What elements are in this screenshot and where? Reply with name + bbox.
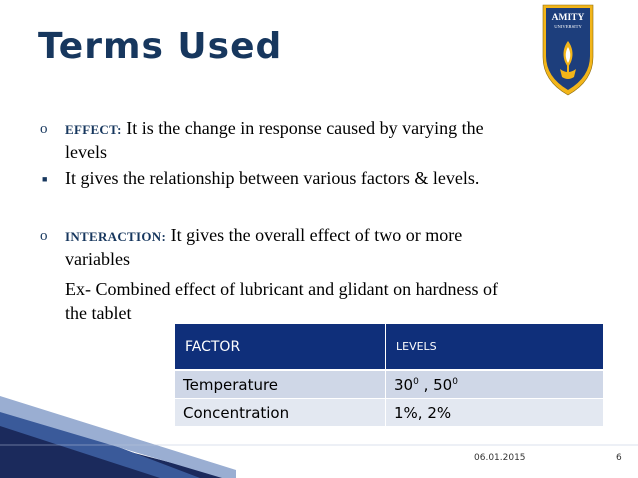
header-levels: LEVELS <box>385 324 603 371</box>
slide-title: Terms Used <box>38 26 283 67</box>
interaction-keyword: INTERACTION: <box>65 229 167 244</box>
header-factor: FACTOR <box>175 324 386 371</box>
effect-definition: It is the change in response caused by v… <box>121 118 484 138</box>
amity-university-logo: AMITY UNIVERSITY <box>542 4 594 96</box>
table-row: Concentration 1%, 2% <box>175 398 603 426</box>
slide-number: 6 <box>616 453 622 463</box>
table-row: Temperature 300 , 500 <box>175 370 603 399</box>
cell-levels: 300 , 500 <box>385 370 603 399</box>
effect-bullet-line-2: levels <box>65 142 107 162</box>
bullet-marker-circle: o <box>40 228 48 244</box>
svg-text:AMITY: AMITY <box>552 13 585 23</box>
bullet-marker-circle: o <box>40 121 48 137</box>
bullet-marker-square: ■ <box>42 174 48 184</box>
interaction-bullet-line-1: INTERACTION: It gives the overall effect… <box>65 223 602 249</box>
level-value: 30 <box>394 375 414 394</box>
table-header-row: FACTOR LEVELS <box>175 324 603 371</box>
footer-date: 06.01.2015 <box>474 453 526 463</box>
effect-bullet-line-1: EFFECT: It is the change in response cau… <box>65 116 602 142</box>
interaction-definition: It gives the overall effect of two or mo… <box>166 225 463 245</box>
interaction-bullet-line-2: variables <box>65 249 130 269</box>
svg-text:UNIVERSITY: UNIVERSITY <box>554 24 582 29</box>
cell-levels: 1%, 2% <box>385 398 603 426</box>
relationship-bullet: It gives the relationship between variou… <box>65 168 480 188</box>
cell-factor: Temperature <box>175 370 386 399</box>
cell-factor: Concentration <box>175 398 386 426</box>
level-superscript: 0 <box>452 376 458 387</box>
level-value: 50 <box>433 375 453 394</box>
example-line-2: the tablet <box>65 303 132 323</box>
level-separator: , <box>418 375 434 394</box>
decoration-band-light <box>0 396 236 478</box>
level-superscript: 0 <box>413 376 419 387</box>
effect-keyword: EFFECT: <box>65 122 122 137</box>
example-line-1: Ex- Combined effect of lubricant and gli… <box>65 279 499 299</box>
factor-levels-table: FACTOR LEVELS Temperature 300 , 500 Conc… <box>175 324 603 426</box>
